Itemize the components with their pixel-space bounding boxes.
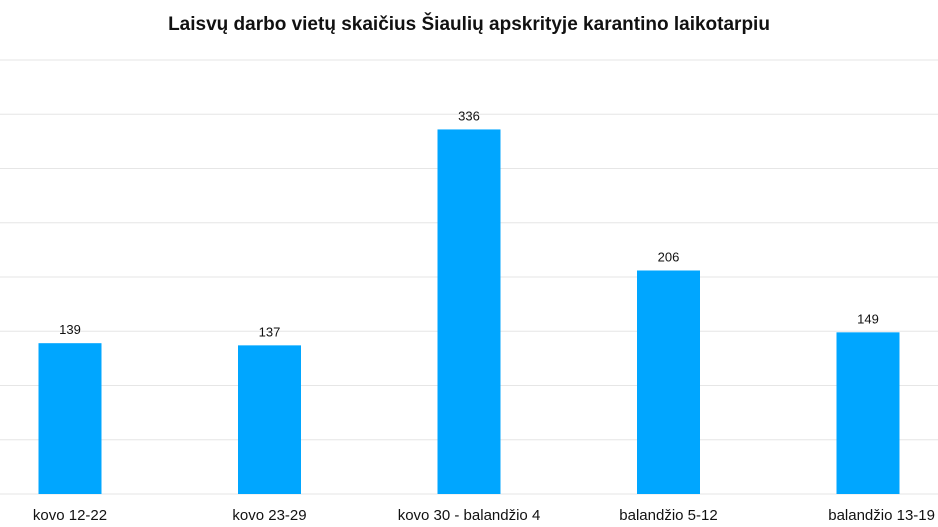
- bar-2: [238, 345, 301, 494]
- x-tick-label-4: balandžio 5-12: [619, 507, 717, 524]
- bar-1: [38, 343, 102, 494]
- data-label-3: 336: [458, 108, 480, 123]
- x-axis-labels: kovo 12-22 kovo 23-29 kovo 30 - balandžio …: [33, 507, 935, 524]
- x-tick-label-1: kovo 12-22: [33, 507, 107, 524]
- data-label-1: 139: [59, 322, 81, 337]
- x-tick-label-3: kovo 30 - balandžio 4: [398, 507, 541, 524]
- bar-5: [836, 332, 900, 494]
- chart-title: Laisvų darbo vietų skaičius Šiaulių apsk…: [168, 14, 770, 35]
- data-label-2: 137: [259, 324, 281, 339]
- bars: [38, 129, 900, 494]
- data-label-4: 206: [658, 249, 680, 264]
- data-labels: 139 137 336 206 149: [59, 108, 879, 339]
- bar-4: [637, 270, 700, 494]
- x-tick-label-2: kovo 23-29: [232, 507, 306, 524]
- data-label-5: 149: [857, 311, 879, 326]
- bar-3: [437, 129, 501, 494]
- x-tick-label-5: balandžio 13-19: [828, 507, 935, 524]
